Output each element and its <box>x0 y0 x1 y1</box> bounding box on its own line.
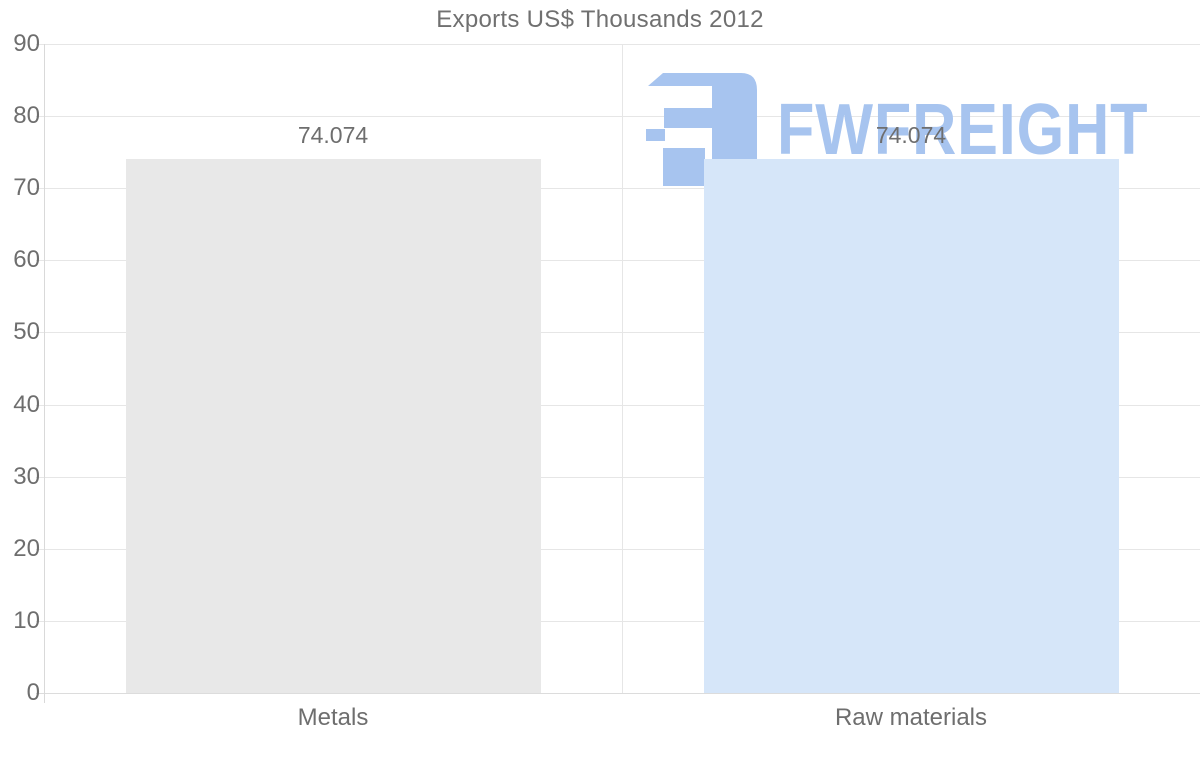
y-tick-label-90: 90 <box>13 30 40 57</box>
y-tick-label-50: 50 <box>13 318 40 346</box>
y-tick-label-70: 70 <box>13 174 40 202</box>
category-label-metals: Metals <box>297 704 369 731</box>
y-tick-label-20: 20 <box>13 534 40 562</box>
value-label-metals: 74.074 <box>297 121 369 148</box>
chart-title: Exports US$ Thousands 2012 <box>436 6 764 33</box>
gridline-y-10 <box>36 620 1200 622</box>
bar-metals <box>125 158 541 693</box>
gridline-y-30 <box>36 476 1200 478</box>
bar-raw-materials <box>703 158 1119 693</box>
y-tick-label-10: 10 <box>13 606 40 634</box>
gridline-y-20 <box>36 548 1200 550</box>
value-label-raw-materials: 74.074 <box>875 121 947 148</box>
y-tick-label-60: 60 <box>13 246 40 274</box>
gridline-y-0 <box>36 693 1200 694</box>
gridline-y-60 <box>36 260 1200 262</box>
gridline-y-80 <box>36 116 1200 118</box>
gridline-y-70 <box>36 188 1200 190</box>
category-divider <box>622 44 623 693</box>
y-tick-label-40: 40 <box>13 390 40 418</box>
gridline-y-40 <box>36 404 1200 406</box>
y-tick-label-0: 0 <box>26 679 40 706</box>
category-label-raw-materials: Raw materials <box>834 704 988 731</box>
y-tick-label-30: 30 <box>13 462 40 490</box>
gridline-y-50 <box>36 332 1200 334</box>
y-axis-line <box>44 44 45 703</box>
y-tick-label-80: 80 <box>13 102 40 130</box>
gridline-y-90 <box>36 44 1200 45</box>
